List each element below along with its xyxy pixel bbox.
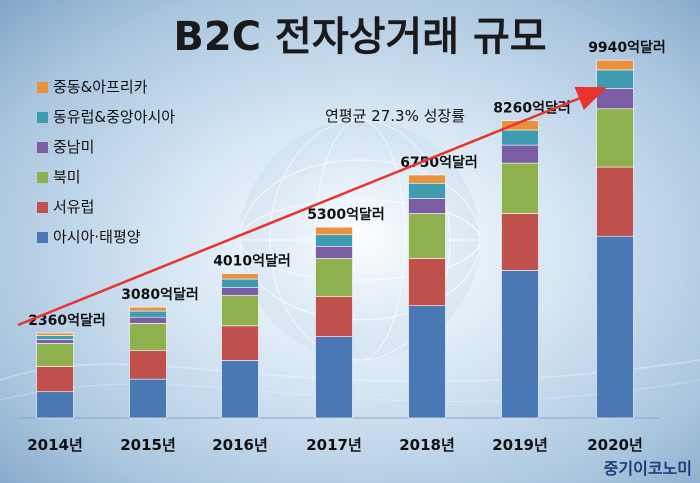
legend-label: 중동&아프리카 (53, 78, 148, 96)
bar-segment-4-2017년 (315, 245, 353, 259)
x-tick-label: 2020년 (587, 436, 643, 454)
x-tick-label: 2014년 (27, 436, 83, 454)
bar-segment-5-2020년 (596, 69, 634, 89)
bar-segment-1-2015년 (129, 378, 167, 419)
legend-label: 동유럽&중앙아시아 (53, 108, 175, 126)
bar-segment-6-2020년 (596, 59, 634, 71)
trend-arrow (17, 86, 607, 327)
bar-segment-1-2017년 (315, 336, 353, 419)
bar-segment-5-2014년 (36, 335, 74, 340)
bar-segment-4-2020년 (596, 88, 634, 110)
bar-segment-2-2018년 (408, 258, 446, 306)
legend-label: 북미 (53, 168, 81, 186)
legend-swatch (37, 82, 48, 93)
bar-segment-6-2019년 (501, 120, 539, 131)
bar-segment-3-2015년 (129, 323, 167, 351)
bar-segment-6-2015년 (129, 306, 167, 312)
bar-segment-2-2019년 (501, 213, 539, 271)
bar-segment-2-2017년 (315, 296, 353, 337)
bar-segment-6-2017년 (315, 226, 353, 236)
chart-title: B2C 전자상거래 규모 (173, 14, 546, 60)
bar-segment-6-2014년 (36, 332, 74, 336)
bar-segment-2-2015년 (129, 350, 167, 380)
bar-segment-4-2016년 (221, 287, 259, 296)
bar-segment-4-2015년 (129, 316, 167, 324)
bar-segment-1-2020년 (596, 235, 634, 419)
legend-label: 서유럽 (53, 198, 94, 216)
x-tick-label: 2017년 (306, 436, 362, 454)
bar-segment-3-2016년 (221, 294, 259, 327)
bar-segment-3-2017년 (315, 258, 353, 297)
bar-segment-3-2019년 (501, 162, 539, 214)
x-tick-label: 2019년 (492, 436, 548, 454)
total-label: 9940억달러 (588, 40, 666, 56)
legend-swatch (37, 142, 48, 153)
total-label: 5300억달러 (307, 207, 385, 223)
total-label: 6750억달러 (400, 155, 478, 171)
bar-segment-3-2014년 (36, 343, 74, 367)
bar-segment-5-2017년 (315, 234, 353, 247)
bar-segment-6-2018년 (408, 174, 446, 184)
bar-segment-2-2020년 (596, 166, 634, 237)
x-tick-label: 2018년 (399, 436, 455, 454)
legend-swatch (37, 202, 48, 213)
x-tick-label: 2016년 (212, 436, 268, 454)
source-label: 중기이코노미 (604, 459, 692, 478)
bar-segment-5-2018년 (408, 182, 446, 199)
bar-segment-4-2014년 (36, 339, 74, 344)
bar-segment-4-2018년 (408, 198, 446, 214)
x-tick-label: 2015년 (120, 436, 176, 454)
x-tick-labels-group: 2014년 2015년 2016년 2017년 2018년 2019년 2020년 (27, 436, 643, 454)
total-labels-group: 2360억달러 3080억달러 4010억달러 5300억달러 6750억달러 8260억… (28, 40, 666, 329)
total-label: 8260억달러 (493, 101, 571, 117)
total-label: 3080억달러 (121, 287, 199, 303)
total-label: 2360억달러 (28, 313, 106, 329)
legend-label: 아시아·태평양 (53, 228, 141, 246)
bar-segment-1-2019년 (501, 270, 539, 419)
bar-segment-3-2020년 (596, 108, 634, 168)
growth-annotation: 연평균 27.3% 성장률 (325, 107, 465, 125)
bar-segment-2-2016년 (221, 325, 259, 361)
total-label: 4010억달러 (213, 254, 291, 270)
bar-segment-2-2014년 (36, 366, 74, 393)
bar-segment-3-2018년 (408, 213, 446, 259)
bar-segment-5-2016년 (221, 278, 259, 288)
bar-segment-5-2015년 (129, 310, 167, 318)
bar-segment-4-2019년 (501, 144, 539, 164)
bar-segment-1-2014년 (36, 391, 74, 419)
legend-swatch (37, 172, 48, 183)
bar-segment-1-2018년 (408, 305, 446, 419)
bar-segment-5-2019년 (501, 129, 539, 146)
bar-segment-6-2016년 (221, 273, 259, 280)
legend-label: 중남미 (53, 138, 94, 156)
bar-segment-1-2016년 (221, 360, 259, 419)
legend-swatch (37, 232, 48, 243)
legend-swatch (37, 112, 48, 123)
